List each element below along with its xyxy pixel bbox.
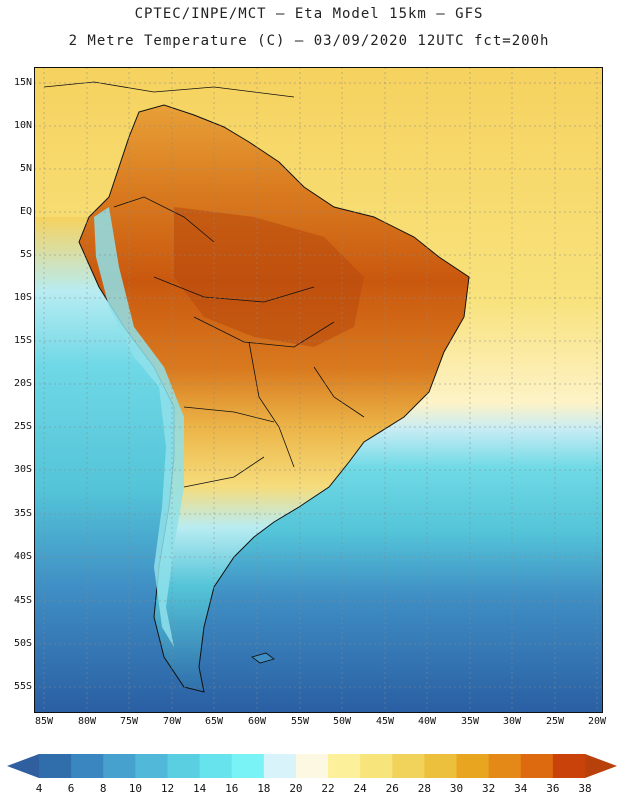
lat-label-40s: 40S [13,551,32,562]
colorbar-swatch [199,754,233,778]
colorbar-swatch [103,754,136,778]
colorbar-tick-label: 18 [257,782,271,795]
colorbar-swatch [167,754,201,778]
lon-label-25w: 25W [545,716,565,727]
colorbar-swatch [39,754,72,778]
temperature-map [34,67,603,713]
colorbar-swatch [488,754,522,778]
colorbar-swatch [552,754,586,778]
colorbar-left-arrow [7,754,39,778]
caribbean-coast [43,81,295,98]
colorbar-swatch [295,754,329,778]
colorbar-tick-label: 6 [67,782,75,795]
colorbar-swatch [520,754,554,778]
lat-label-50s: 50S [13,638,32,649]
colorbar-swatch [135,754,168,778]
map-frame [34,67,603,713]
lon-label-85w: 85W [34,716,54,727]
colorbar-tick-label: 10 [128,782,142,795]
lat-label-35s: 35S [13,508,32,519]
lon-label-75w: 75W [119,716,139,727]
colorbar-tick-label: 16 [225,782,239,795]
colorbar-tick-label: 38 [578,782,592,795]
temperature-color-bar [7,754,617,778]
map-title-line-2: 2 Metre Temperature (C) – 03/09/2020 12U… [68,33,550,49]
lon-label-70w: 70W [162,716,182,727]
colorbar-tick-label: 28 [417,782,432,795]
lon-label-35w: 35W [460,716,480,727]
lon-label-40w: 40W [417,716,437,727]
colorbar-swatch [231,754,265,778]
lat-label-20s: 20S [13,378,32,389]
colorbar-swatch [328,754,361,778]
colorbar-tick-label: 32 [482,782,496,795]
colorbar-tick-label: 30 [449,782,464,795]
colorbar-swatches [39,754,586,778]
colorbar-tick-label: 20 [289,782,303,795]
colorbar-swatch [71,754,104,778]
colorbar-tick-label: 36 [546,782,560,795]
lon-label-30w: 30W [502,716,522,727]
lat-label-eq: EQ [19,206,32,217]
colorbar-swatch [263,754,297,778]
lon-label-60w: 60W [247,716,267,727]
lat-label-15s: 15S [13,335,32,346]
lat-label-5n: 5N [19,163,32,174]
lon-label-80w: 80W [77,716,97,727]
colorbar-tick-label: 12 [160,782,175,795]
lat-label-30s: 30S [13,464,32,475]
country-borders [113,196,365,488]
colorbar-swatch [456,754,490,778]
lat-label-45s: 45S [13,595,32,606]
lat-label-10n: 10N [13,120,32,131]
lat-label-10s: 10S [13,292,32,303]
colorbar-tick-label: 4 [35,782,43,795]
hot-amazon-region [174,207,364,347]
map-title-line-1: CPTEC/INPE/MCT – Eta Model 15km – GFS [134,6,484,22]
lon-label-20w: 20W [587,716,607,727]
colorbar-tick-label: 34 [514,782,528,795]
lat-label-25s: 25S [13,421,32,432]
lon-label-55w: 55W [290,716,310,727]
colorbar-right-arrow [585,754,617,778]
colorbar-tick-label: 24 [353,782,367,795]
colorbar-swatch [360,754,393,778]
andes-cold-strip [94,207,184,647]
lon-label-50w: 50W [332,716,352,727]
lat-label-55s: 55S [13,681,32,692]
colorbar-tick-label: 26 [385,782,399,795]
colorbar-swatch [392,754,425,778]
lat-label-15n: 15N [13,77,32,88]
falkland-islands [251,652,275,664]
colorbar-swatch [424,754,458,778]
lon-label-65w: 65W [204,716,224,727]
colorbar-tick-label: 14 [192,782,207,795]
colorbar-tick-label: 22 [321,782,335,795]
colorbar-tick-label: 8 [99,782,107,795]
lon-label-45w: 45W [375,716,395,727]
lat-label-5s: 5S [19,249,32,260]
